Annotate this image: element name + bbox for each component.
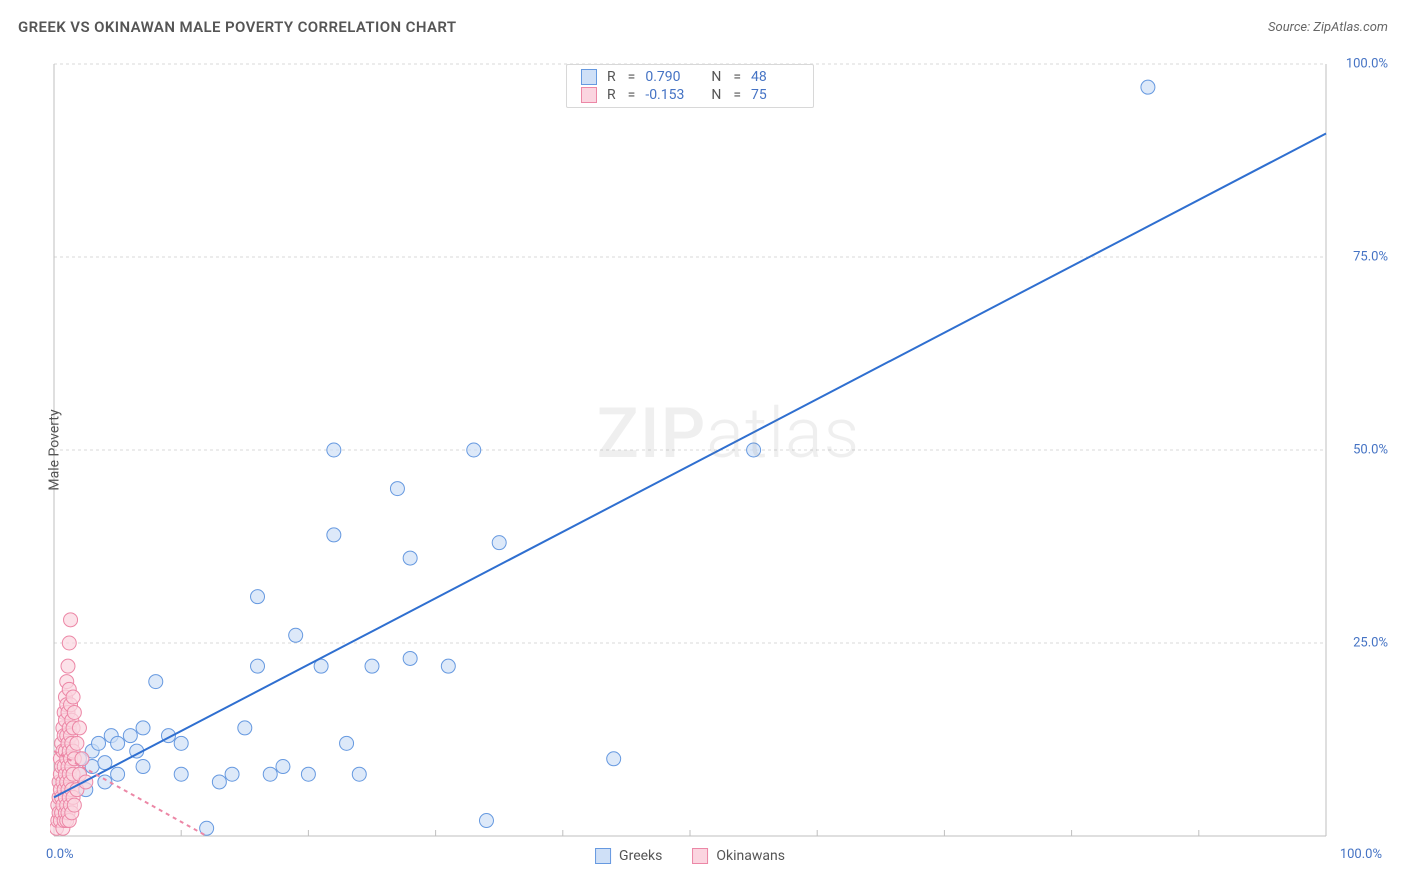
y-tick-label: 25.0% [1353, 636, 1388, 651]
legend-swatch [692, 848, 708, 864]
y-tick-label: 100.0% [1346, 57, 1388, 72]
legend-stat-row: R=-0.153N=75 [581, 87, 799, 103]
x-tick-min: 0.0% [46, 847, 74, 862]
y-axis-label: Male Poverty [47, 409, 63, 490]
x-tick-max: 100.0% [1340, 847, 1382, 862]
legend-swatch [581, 69, 597, 85]
chart-area: Male Poverty R=0.790N=48R=-0.153N=75 ZIP… [50, 60, 1330, 840]
y-tick-label: 50.0% [1353, 443, 1388, 458]
legend-stat-row: R=0.790N=48 [581, 69, 799, 85]
legend-item: Greeks [595, 848, 662, 864]
chart-title: GREEK VS OKINAWAN MALE POVERTY CORRELATI… [18, 18, 456, 36]
scatter-plot [50, 60, 1330, 840]
legend-item: Okinawans [692, 848, 785, 864]
source-label: Source: ZipAtlas.com [1268, 20, 1388, 35]
y-tick-label: 75.0% [1353, 250, 1388, 265]
legend-swatch [581, 87, 597, 103]
legend-series: Greeks Okinawans [595, 848, 785, 864]
legend-swatch [595, 848, 611, 864]
legend-stats: R=0.790N=48 R=-0.153N=75 [566, 64, 814, 108]
